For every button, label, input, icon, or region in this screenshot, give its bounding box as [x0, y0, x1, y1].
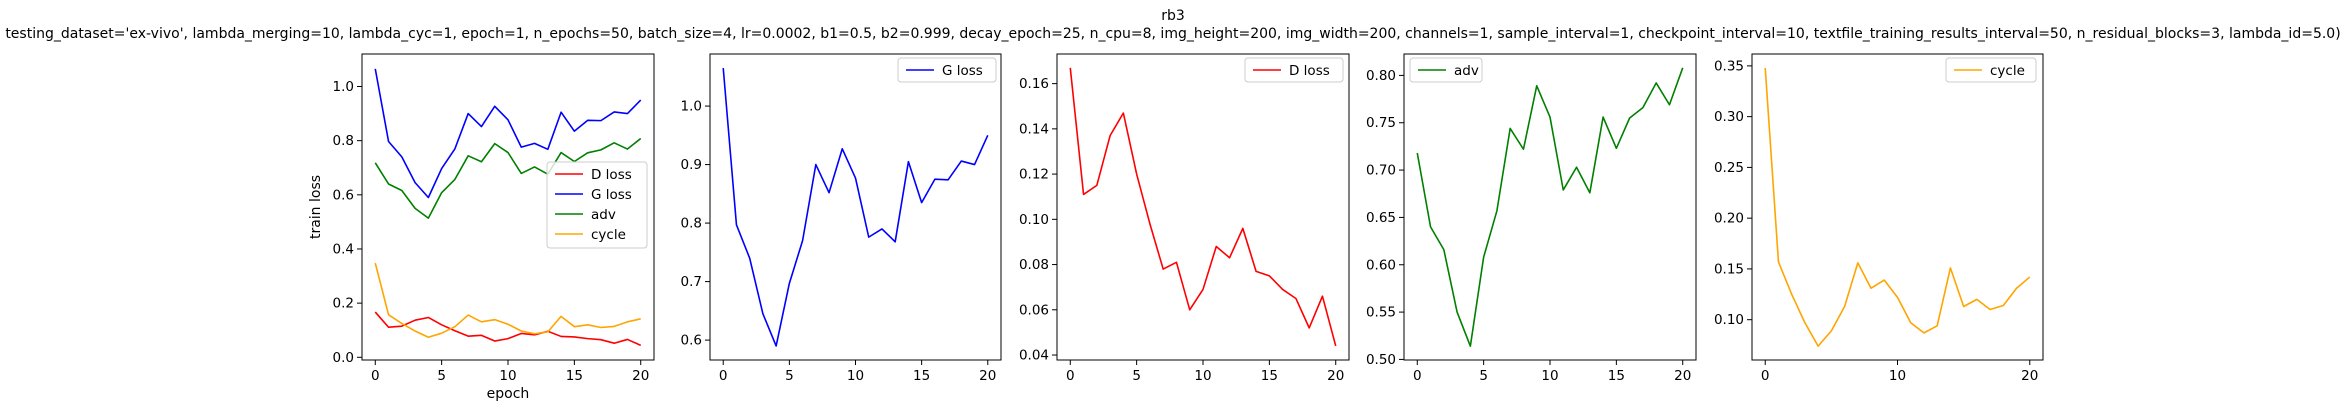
x-tick-label: 5	[1479, 368, 1488, 384]
series-line-d-loss	[374, 311, 642, 347]
x-tick-label: 10	[847, 368, 864, 384]
x-tick-label: 10	[499, 368, 516, 384]
y-tick-label: 0.2	[333, 296, 354, 312]
y-tick-label: 0.10	[1019, 212, 1049, 228]
y-tick-label: 0.6	[681, 333, 702, 349]
y-tick-label: 0.70	[1366, 163, 1396, 179]
legend-entry: adv	[591, 207, 616, 223]
chart-panel-1: 0 5 10 15 20 0.0 0.2 0.4 0.6 0.8 1.0 epoch train los…	[308, 53, 655, 402]
legend-box	[1945, 57, 2037, 83]
figure-title: rb3	[1161, 8, 1185, 24]
y-axis-label: train loss	[308, 175, 324, 239]
x-tick-label: 15	[566, 368, 583, 384]
y-tick-label: 0.04	[1019, 348, 1049, 364]
y-tick-label: 0.4	[333, 241, 354, 257]
x-tick-label: 10	[1194, 368, 1211, 384]
x-tick-label: 0	[371, 368, 380, 384]
figure-subtitle: testing_dataset='ex-vivo', lambda_mergin…	[5, 26, 2340, 42]
y-tick-label: 0.10	[1714, 312, 1744, 328]
chart-panel-3: 0 5 10 15 20 0.04 0.06 0.08 0.10 0.12 0.14 0.16 D lo…	[1019, 53, 1350, 384]
y-tick-label: 1.0	[333, 79, 354, 95]
x-tick-label: 0	[1066, 368, 1075, 384]
y-tick-label: 0.55	[1366, 305, 1396, 321]
chart-panel-5: 0 10 20 0.10 0.15 0.20 0.25 0.30 0.35 cycle	[1714, 53, 2044, 384]
y-tick-label: 0.20	[1714, 211, 1744, 227]
y-tick-label: 0.14	[1019, 121, 1049, 137]
x-tick-label: 20	[1327, 368, 1344, 384]
y-tick-label: 0.06	[1019, 302, 1049, 318]
series-line-adv	[1416, 67, 1684, 347]
x-tick-label: 15	[1261, 368, 1278, 384]
x-tick-label: 5	[785, 368, 794, 384]
legend: adv	[1409, 57, 1483, 83]
legend: G loss	[897, 57, 997, 83]
x-tick-label: 20	[979, 368, 996, 384]
legend-entry: cycle	[591, 227, 626, 243]
legend-box	[546, 161, 648, 249]
y-tick-label: 0.75	[1366, 115, 1396, 131]
series-line-cycle	[1764, 67, 2031, 347]
legend-entry: G loss	[591, 187, 632, 203]
y-tick-label: 0.80	[1366, 68, 1396, 84]
series-line-cycle	[374, 262, 641, 339]
legend-entry: D loss	[591, 167, 632, 183]
y-tick-label: 0.60	[1366, 257, 1396, 273]
legend-box	[1244, 57, 1344, 83]
legend: D loss G loss adv cycle	[546, 161, 648, 249]
x-tick-label: 0	[1761, 368, 1770, 384]
y-tick-label: 0.8	[681, 216, 702, 232]
y-tick-label: 0.25	[1714, 160, 1744, 176]
series-line-g-loss	[374, 68, 642, 199]
x-tick-label: 15	[1608, 368, 1625, 384]
y-tick-label: 0.7	[681, 274, 702, 290]
chart-panel-2: 0 5 10 15 20 0.6 0.7 0.8 0.9 1.0 G loss	[681, 53, 1002, 384]
y-tick-label: 0.12	[1019, 167, 1049, 183]
x-tick-label: 5	[437, 368, 446, 384]
legend-entry: cycle	[1990, 63, 2025, 79]
legend-entry: adv	[1454, 63, 1479, 79]
series-line-adv	[374, 137, 642, 219]
y-tick-label: 0.08	[1019, 257, 1049, 273]
y-tick-label: 0.35	[1714, 58, 1744, 74]
x-tick-label: 0	[719, 368, 728, 384]
chart-panels: 0 5 10 15 20 0.0 0.2 0.4 0.6 0.8 1.0 epoch train los…	[308, 53, 2044, 402]
y-tick-label: 0.0	[333, 350, 354, 366]
series-line-g-loss	[722, 67, 989, 347]
y-tick-label: 0.50	[1366, 352, 1396, 368]
x-tick-label: 20	[632, 368, 649, 384]
x-tick-label: 15	[913, 368, 930, 384]
y-tick-label: 0.16	[1019, 76, 1049, 92]
legend: cycle	[1945, 57, 2037, 83]
legend-entry: G loss	[942, 63, 983, 79]
series-line-d-loss	[1069, 67, 1337, 347]
y-tick-label: 0.15	[1714, 261, 1744, 277]
x-tick-label: 20	[1674, 368, 1691, 384]
legend-entry: D loss	[1289, 63, 1330, 79]
y-tick-label: 0.8	[333, 133, 354, 149]
x-tick-label: 0	[1413, 368, 1422, 384]
y-tick-label: 0.65	[1366, 210, 1396, 226]
legend: D loss	[1244, 57, 1344, 83]
y-tick-label: 0.30	[1714, 109, 1744, 125]
x-tick-label: 10	[1541, 368, 1558, 384]
x-axis-label: epoch	[487, 386, 530, 402]
chart-panel-4: 0 5 10 15 20 0.50 0.55 0.60 0.65 0.70 0.75 0.80 adv	[1366, 53, 1697, 384]
legend-box	[897, 57, 997, 83]
x-tick-label: 5	[1132, 368, 1141, 384]
x-tick-label: 20	[2021, 368, 2038, 384]
y-tick-label: 1.0	[681, 99, 702, 115]
y-tick-label: 0.6	[333, 187, 354, 203]
x-tick-label: 10	[1889, 368, 1906, 384]
y-tick-label: 0.9	[681, 157, 702, 173]
